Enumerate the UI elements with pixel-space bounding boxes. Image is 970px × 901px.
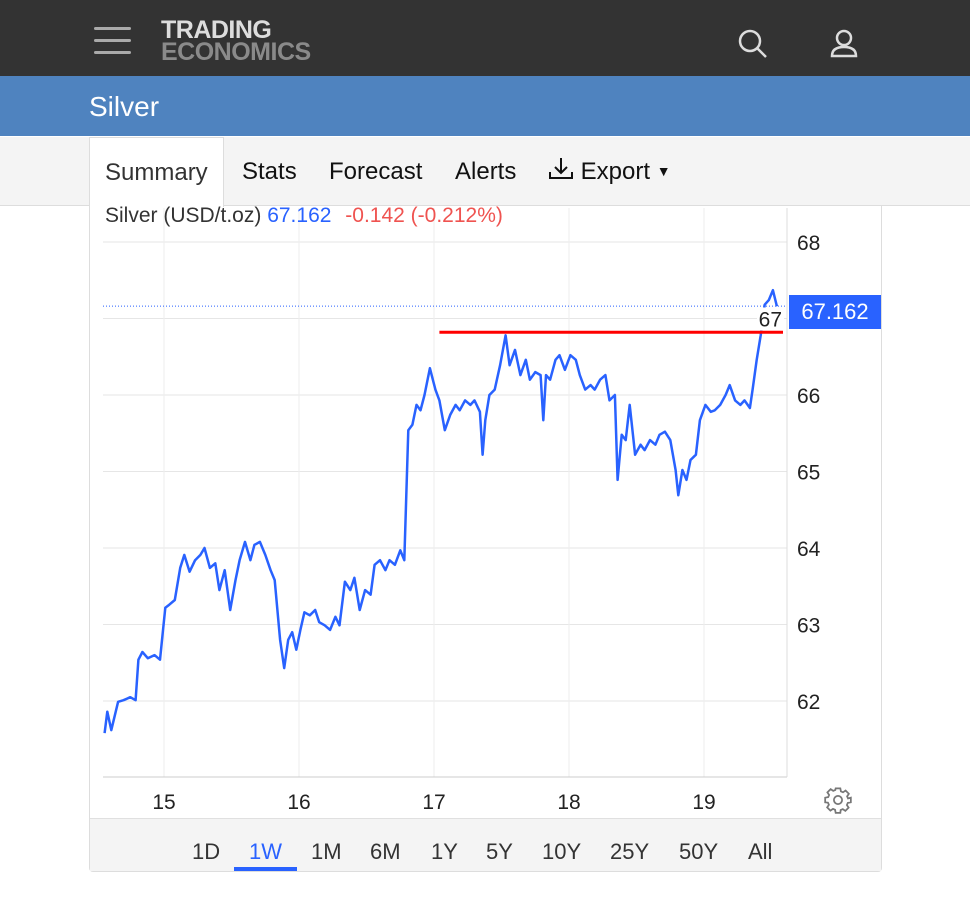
last-price-tag: 67.162	[789, 295, 881, 329]
user-icon[interactable]	[829, 28, 861, 60]
tab-summary[interactable]: Summary	[89, 137, 224, 207]
tab-bar: Summary Stats Forecast Alerts Export ▼	[0, 137, 970, 207]
range-10y[interactable]: 10Y	[542, 839, 582, 864]
range-50y[interactable]: 50Y	[679, 839, 719, 864]
search-icon[interactable]	[737, 28, 769, 60]
range-1w[interactable]: 1W	[249, 839, 282, 864]
logo[interactable]: TRADING ECONOMICS	[161, 16, 311, 66]
tab-alerts[interactable]: Alerts	[455, 158, 517, 185]
y-tick-label: 64	[797, 538, 821, 561]
page-title: Silver	[0, 76, 970, 136]
x-tick-label: 19	[692, 791, 715, 814]
caret-down-icon: ▼	[656, 163, 671, 179]
y-tick-label: 66	[797, 385, 820, 408]
x-tick-label: 15	[152, 791, 175, 814]
range-all[interactable]: All	[748, 839, 773, 864]
menu-icon[interactable]	[94, 27, 131, 54]
y-tick-label-background	[757, 307, 784, 331]
range-1m[interactable]: 1M	[311, 839, 342, 864]
top-navbar: TRADING ECONOMICS	[0, 0, 970, 76]
range-selector	[90, 818, 881, 871]
range-5y[interactable]: 5Y	[486, 839, 513, 864]
chart-container	[89, 206, 882, 872]
y-tick-label: 67	[759, 309, 782, 332]
y-tick-label: 68	[797, 232, 820, 255]
y-tick-label: 62	[797, 691, 820, 714]
legend-value: 67.162	[267, 204, 332, 227]
range-1d[interactable]: 1D	[192, 839, 221, 864]
x-tick-label: 18	[557, 791, 580, 814]
tab-export[interactable]: Export ▼	[548, 137, 671, 206]
range-6m[interactable]: 6M	[370, 839, 401, 864]
x-tick-label: 17	[422, 791, 445, 814]
chart-legend: Silver (USD/t.oz) 67.162 -0.142 (-0.212%…	[105, 204, 503, 227]
settings-gear-icon[interactable]	[824, 786, 852, 814]
range-1y[interactable]: 1Y	[431, 839, 458, 864]
download-icon	[549, 158, 573, 179]
legend-change: -0.142 (-0.212%)	[345, 204, 503, 227]
range-25y[interactable]: 25Y	[610, 839, 650, 864]
active-range-indicator	[234, 867, 297, 871]
price-series-line	[103, 288, 779, 734]
y-tick-label: 65	[797, 462, 820, 485]
tab-stats[interactable]: Stats	[242, 158, 297, 185]
tab-forecast[interactable]: Forecast	[329, 158, 423, 185]
y-tick-label: 63	[797, 615, 820, 638]
x-tick-label: 16	[287, 791, 310, 814]
